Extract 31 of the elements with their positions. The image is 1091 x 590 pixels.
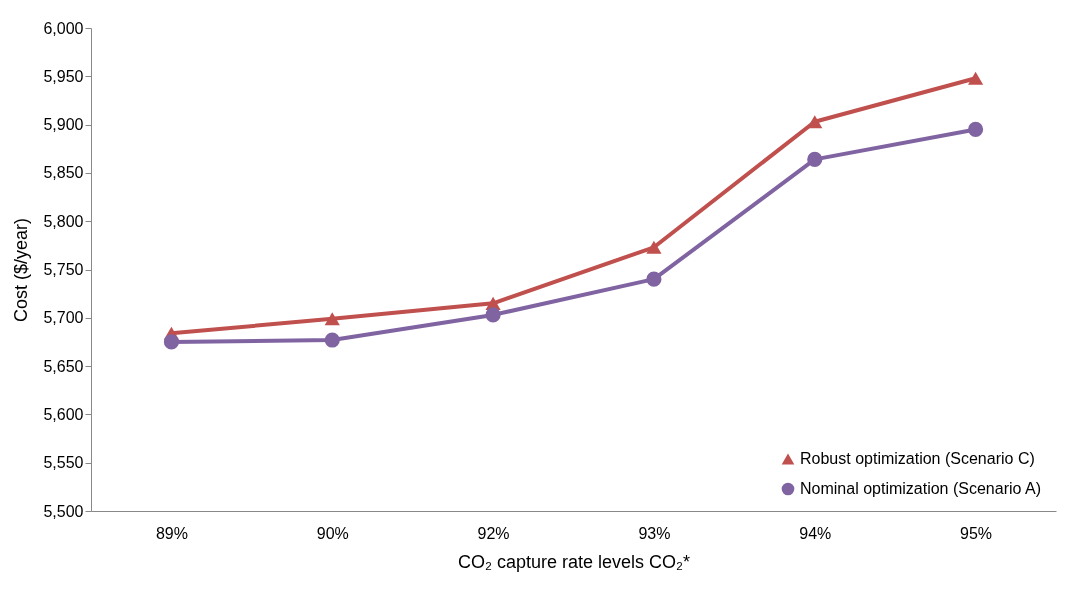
y-tick-label: 5,550 xyxy=(43,454,84,472)
y-axis-title: Cost ($/year) xyxy=(11,217,32,323)
x-tick-label: 95% xyxy=(960,524,993,542)
x-tick-label: 89% xyxy=(155,524,188,542)
point xyxy=(968,121,984,137)
y-tick-label: 5,500 xyxy=(43,502,84,520)
y-tick-label: 5,950 xyxy=(43,67,84,85)
y-tick-label: 5,800 xyxy=(43,212,84,230)
x-tick-label: 93% xyxy=(638,524,671,542)
x-tick-label: 90% xyxy=(316,524,349,542)
point xyxy=(324,332,340,348)
y-tick-label: 6,000 xyxy=(43,19,84,37)
y-tick-label: 5,900 xyxy=(43,116,84,134)
y-tick-label: 5,850 xyxy=(43,164,84,182)
y-tick-label: 5,750 xyxy=(43,261,84,278)
x-axis-title: CO₂ capture rate levels CO₂* xyxy=(457,551,691,572)
point xyxy=(163,334,179,350)
point xyxy=(807,151,823,167)
y-tick-label: 5,650 xyxy=(43,357,84,375)
point xyxy=(646,240,662,254)
y-tick-label: 5,600 xyxy=(43,405,84,423)
point xyxy=(968,71,984,85)
point xyxy=(485,307,501,323)
y-tick-label: 5,700 xyxy=(43,309,84,327)
point xyxy=(324,312,340,326)
point xyxy=(807,115,823,129)
legend-label: Robust optimization (Scenario C) xyxy=(800,450,1035,467)
x-tick-label: 92% xyxy=(477,524,510,542)
x-tick-label: 94% xyxy=(799,524,832,542)
point xyxy=(646,271,662,287)
legend-label: Nominal optimization (Scenario A) xyxy=(800,480,1041,497)
